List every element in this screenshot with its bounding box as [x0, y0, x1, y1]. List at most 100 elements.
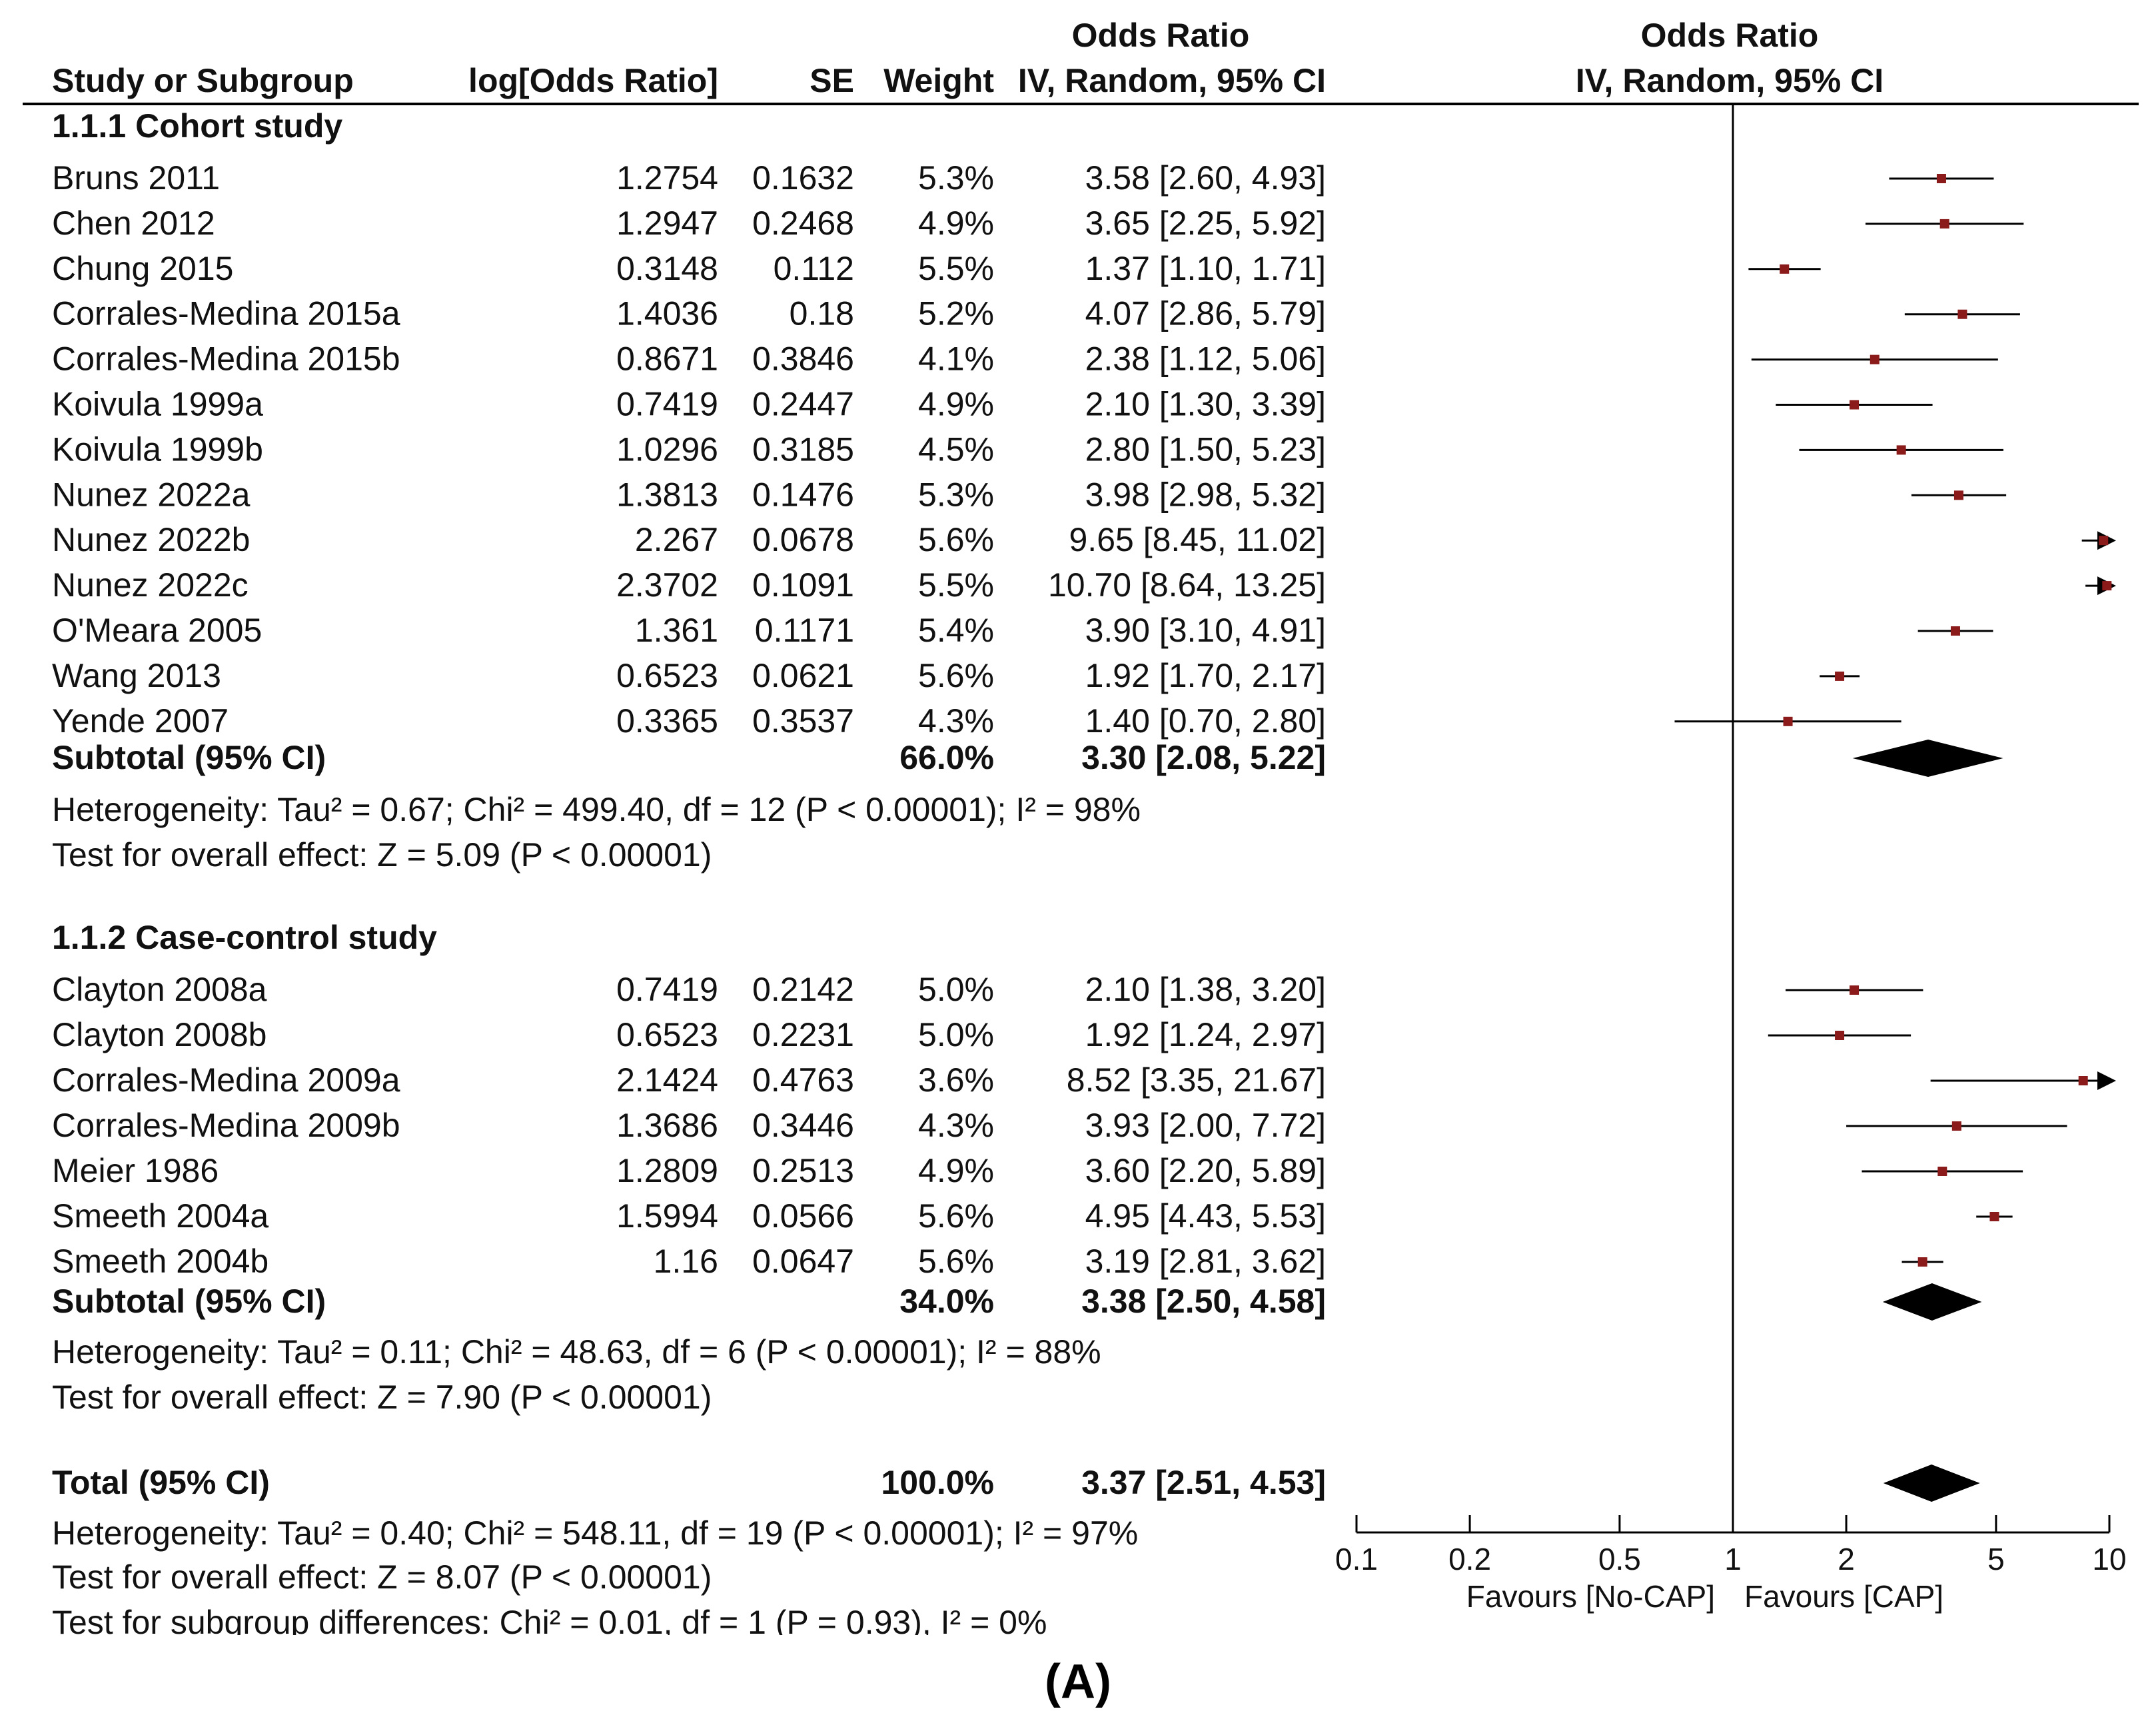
study-se: 0.112 [774, 250, 854, 287]
study-name: Corrales-Medina 2009a [52, 1061, 400, 1099]
study-weight: 5.5% [918, 250, 994, 287]
study-ci: 2.10 [1.38, 3.20] [1085, 971, 1326, 1008]
study-name: Corrales-Medina 2015a [52, 295, 400, 332]
study-se: 0.3846 [752, 340, 854, 378]
x-tick-label: 10 [2092, 1542, 2126, 1576]
study-logor: 1.3686 [616, 1107, 718, 1144]
overall-effect-text: Test for overall effect: Z = 7.90 (P < 0… [52, 1379, 712, 1416]
point-estimate [2102, 581, 2112, 591]
study-logor: 1.2809 [616, 1152, 718, 1189]
study-ci: 1.92 [1.70, 2.17] [1085, 657, 1326, 694]
study-name: Nunez 2022a [52, 476, 251, 513]
study-weight: 5.4% [918, 612, 994, 649]
study-se: 0.2468 [752, 205, 854, 242]
point-estimate [1951, 1121, 1961, 1131]
study-logor: 2.3702 [616, 566, 718, 604]
plot-col-header: IV, Random, 95% CI [1576, 62, 1884, 99]
study-name: Wang 2013 [52, 657, 221, 694]
study-logor: 1.4036 [616, 295, 718, 332]
ci-col-header: IV, Random, 95% CI [1018, 62, 1326, 99]
study-ci: 8.52 [3.35, 21.67] [1067, 1061, 1326, 1099]
point-estimate [1835, 1031, 1845, 1040]
point-estimate [1950, 626, 1960, 636]
study-logor: 0.3148 [616, 250, 718, 287]
study-logor: 1.361 [635, 612, 718, 649]
study-ci: 1.37 [1.10, 1.71] [1085, 250, 1326, 287]
study-name: Smeeth 2004a [52, 1197, 269, 1235]
subtotal-ci: 3.38 [2.50, 4.58] [1081, 1283, 1326, 1320]
x-tick-label: 2 [1838, 1542, 1855, 1576]
total-diamond [1883, 1464, 1980, 1502]
study-logor: 1.2947 [616, 205, 718, 242]
study-se: 0.2231 [752, 1016, 854, 1053]
point-estimate [1850, 985, 1860, 995]
point-estimate [1780, 264, 1790, 274]
subtotal-weight: 34.0% [899, 1283, 994, 1320]
study-weight: 3.6% [918, 1061, 994, 1099]
x-tick-label: 5 [1987, 1542, 2005, 1576]
study-ci: 4.95 [4.43, 5.53] [1085, 1197, 1326, 1235]
study-weight: 5.3% [918, 159, 994, 197]
study-weight: 4.3% [918, 1107, 994, 1144]
se-col-header: SE [809, 62, 854, 99]
subgroup-differences-text: Test for subgroup differences: Chi² = 0.… [52, 1604, 1047, 1641]
study-logor: 1.3813 [616, 476, 718, 513]
study-ci: 2.38 [1.12, 5.06] [1085, 340, 1326, 378]
study-name: Chen 2012 [52, 205, 215, 242]
study-weight: 5.0% [918, 1016, 994, 1053]
x-tick-label: 0.2 [1448, 1542, 1491, 1576]
study-se: 0.18 [790, 295, 854, 332]
x-tick-label: 0.1 [1335, 1542, 1378, 1576]
study-logor: 1.0296 [616, 430, 718, 468]
study-weight: 5.3% [918, 476, 994, 513]
study-weight: 4.3% [918, 702, 994, 740]
point-estimate [1957, 309, 1967, 319]
study-ci: 1.40 [0.70, 2.80] [1085, 702, 1326, 740]
study-weight: 5.6% [918, 1197, 994, 1235]
heterogeneity-text: Heterogeneity: Tau² = 0.11; Chi² = 48.63… [52, 1333, 1101, 1371]
study-weight: 4.5% [918, 430, 994, 468]
study-name: Yende 2007 [52, 702, 229, 740]
weight-col-header: Weight [883, 62, 994, 99]
study-name: Meier 1986 [52, 1152, 219, 1189]
total-weight: 100.0% [881, 1464, 994, 1501]
study-se: 0.3446 [752, 1107, 854, 1144]
subgroup-title: 1.1.2 Case-control study [52, 919, 437, 956]
study-se: 0.1632 [752, 159, 854, 197]
study-logor: 1.16 [654, 1243, 718, 1280]
study-se: 0.0621 [752, 657, 854, 694]
x-tick-label: 1 [1724, 1542, 1742, 1576]
or-header-top: Odds Ratio [1072, 17, 1250, 54]
point-estimate [1835, 671, 1845, 681]
study-ci: 2.80 [1.50, 5.23] [1085, 430, 1326, 468]
point-estimate [1989, 1212, 1999, 1221]
logor-col-header: log[Odds Ratio] [468, 62, 718, 99]
study-se: 0.0647 [752, 1243, 854, 1280]
subtotal-weight: 66.0% [899, 739, 994, 776]
study-se: 0.3537 [752, 702, 854, 740]
study-weight: 5.5% [918, 566, 994, 604]
study-name: Nunez 2022c [52, 566, 249, 604]
study-name: Koivula 1999a [52, 386, 263, 423]
study-se: 0.0566 [752, 1197, 854, 1235]
subgroup-title: 1.1.1 Cohort study [52, 107, 342, 145]
total-ci: 3.37 [2.51, 4.53] [1081, 1464, 1326, 1501]
figure-caption: (A) [1045, 1655, 1111, 1708]
point-estimate [2078, 1076, 2088, 1085]
study-weight: 5.2% [918, 295, 994, 332]
study-logor: 2.267 [635, 521, 718, 558]
study-weight: 4.1% [918, 340, 994, 378]
study-name: Corrales-Medina 2015b [52, 340, 400, 378]
study-logor: 1.5994 [616, 1197, 718, 1235]
favours-right-label: Favours [CAP] [1744, 1579, 1943, 1614]
total-overall-effect-text: Test for overall effect: Z = 8.07 (P < 0… [52, 1558, 712, 1596]
study-logor: 1.2754 [616, 159, 718, 197]
total-label: Total (95% CI) [52, 1464, 270, 1501]
study-weight: 4.9% [918, 1152, 994, 1189]
study-ci: 4.07 [2.86, 5.79] [1085, 295, 1326, 332]
point-estimate [1936, 174, 1946, 183]
study-ci: 9.65 [8.45, 11.02] [1069, 521, 1327, 558]
study-name: Smeeth 2004b [52, 1243, 269, 1280]
study-se: 0.1171 [755, 612, 854, 649]
